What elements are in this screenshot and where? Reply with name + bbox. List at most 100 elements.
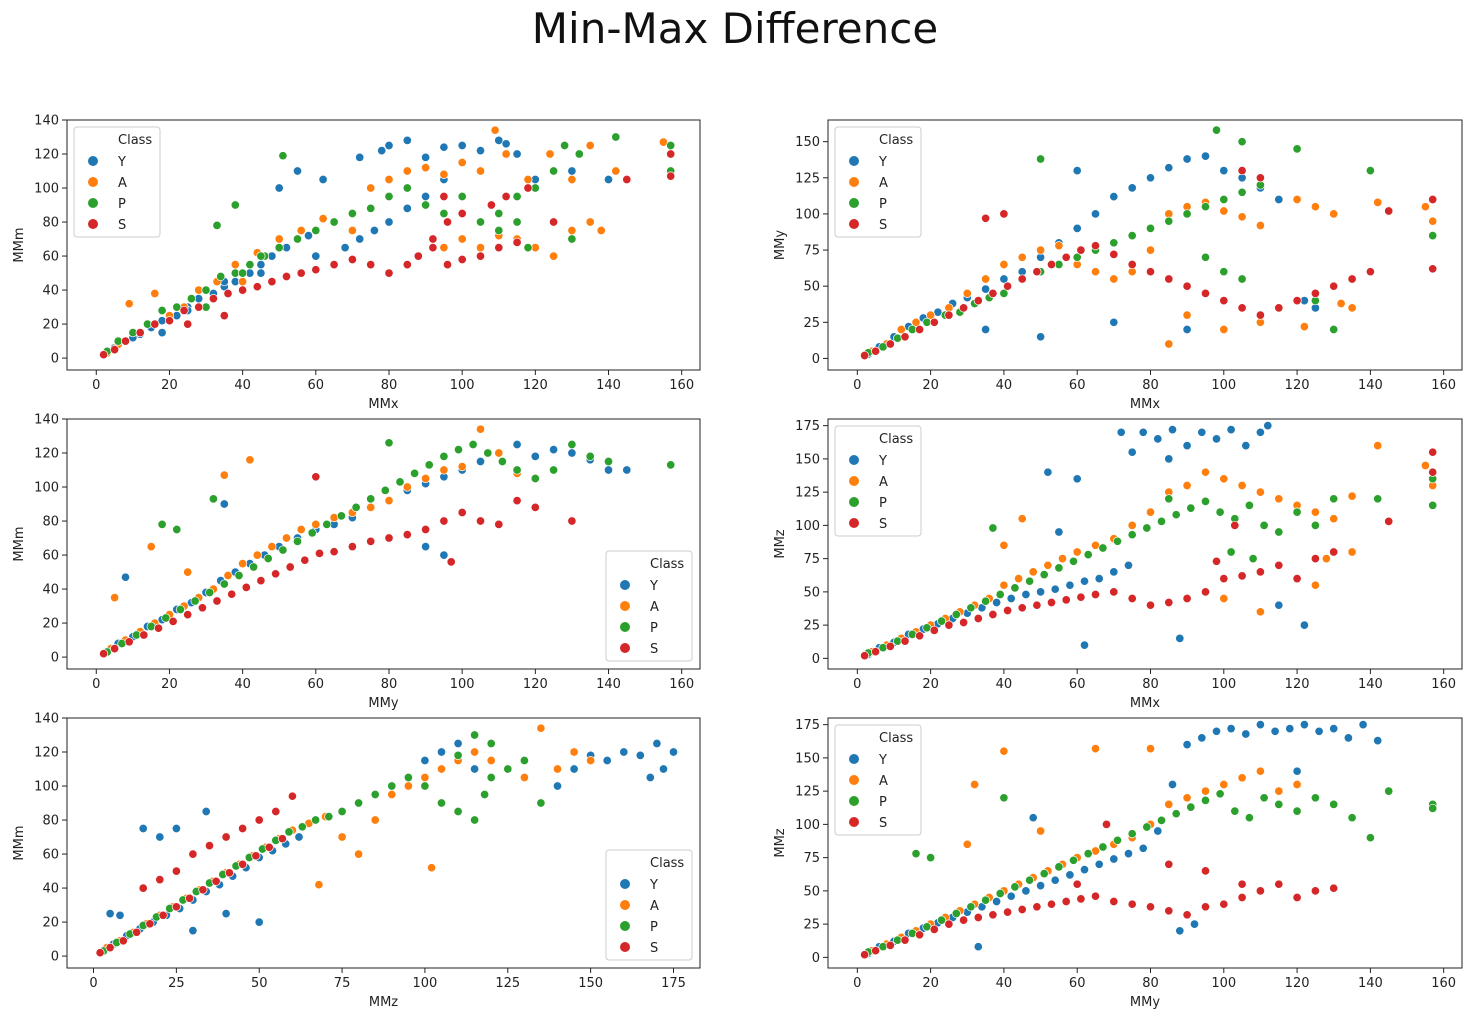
point-Y: [992, 896, 1002, 907]
point-A: [1200, 786, 1211, 796]
point-P: [1054, 862, 1064, 872]
point-S: [329, 260, 339, 270]
point-S: [988, 288, 998, 298]
point-A: [494, 448, 504, 458]
point-Y: [201, 806, 211, 817]
point-Y: [1116, 427, 1126, 437]
point-A: [238, 559, 248, 569]
y-tick-label: 0: [51, 352, 59, 367]
point-P: [470, 815, 480, 825]
point-P: [486, 738, 496, 749]
point-S: [439, 516, 449, 526]
x-tick-label: 140: [596, 378, 621, 393]
subplot-6: 0 20 40 60 80 100 120 140 160 0 25 50 75 100 125 150 175…: [773, 717, 1463, 1010]
point-Y: [1182, 441, 1192, 451]
point-P: [216, 271, 226, 282]
x-tick-label: 80: [1142, 677, 1159, 692]
point-Y: [1050, 875, 1060, 885]
point-A: [490, 125, 500, 135]
point-A: [1164, 339, 1174, 349]
x-tick-label: 100: [413, 976, 438, 991]
point-Y: [622, 465, 632, 475]
point-Y: [1153, 826, 1163, 836]
x-tick-label: 25: [168, 976, 185, 991]
point-Y: [1028, 813, 1038, 823]
point-P: [1200, 252, 1211, 262]
y-axis-label: MMy: [773, 230, 788, 260]
y-tick-label: 120: [34, 746, 59, 761]
point-A: [536, 723, 546, 733]
point-A: [585, 217, 595, 227]
point-S: [1076, 592, 1086, 602]
point-P: [212, 220, 222, 230]
point-Y: [619, 747, 629, 757]
point-Y: [1329, 724, 1339, 734]
point-P: [1219, 267, 1229, 277]
y-tick-label: 75: [803, 552, 820, 567]
point-A: [1036, 826, 1046, 836]
point-P: [1098, 842, 1108, 852]
point-Y: [1036, 881, 1046, 891]
point-P: [311, 815, 321, 825]
point-P: [234, 570, 244, 581]
legend-marker-A: [620, 900, 630, 910]
point-P: [384, 438, 394, 448]
points-group: [860, 125, 1438, 361]
x-tick-label: 50: [251, 976, 268, 991]
point-S: [139, 630, 149, 640]
y-tick-label: 25: [803, 619, 820, 634]
point-A: [387, 789, 397, 800]
point-Y: [436, 747, 447, 757]
x-tick-label: 80: [1142, 976, 1159, 991]
point-S: [155, 875, 165, 885]
point-P: [966, 902, 976, 912]
point-A: [1028, 567, 1038, 577]
point-Y: [402, 135, 412, 145]
point-P: [1156, 815, 1167, 825]
point-S: [314, 548, 325, 558]
point-Y: [355, 152, 365, 162]
point-S: [428, 234, 438, 244]
y-tick-label: 100: [795, 818, 820, 833]
point-P: [666, 460, 676, 470]
point-S: [285, 562, 295, 572]
point-Y: [1211, 434, 1222, 444]
point-P: [1219, 194, 1229, 205]
point-Y: [1036, 587, 1046, 597]
point-A: [896, 324, 906, 335]
point-P: [999, 288, 1009, 298]
point-P: [249, 562, 259, 572]
legend-marker-A: [849, 476, 859, 486]
point-S: [1003, 605, 1013, 616]
point-P: [1068, 556, 1079, 566]
point-A: [384, 174, 394, 185]
point-P: [1010, 882, 1020, 892]
point-A: [421, 163, 431, 173]
point-P: [1025, 875, 1035, 885]
x-tick-label: 160: [1431, 677, 1456, 692]
point-P: [1248, 554, 1258, 564]
point-P: [1072, 252, 1082, 262]
x-tick-label: 120: [523, 378, 548, 393]
point-S: [929, 317, 939, 327]
point-P: [436, 798, 447, 808]
point-Y: [138, 823, 148, 834]
point-A: [1329, 209, 1339, 219]
point-A: [1347, 547, 1357, 557]
point-S: [1076, 894, 1086, 904]
point-Y: [1219, 166, 1229, 176]
point-S: [1237, 879, 1247, 889]
point-Y: [1270, 726, 1280, 736]
point-S: [296, 268, 306, 278]
point-P: [380, 485, 390, 495]
point-P: [1329, 324, 1339, 335]
legend-marker-S: [620, 942, 630, 952]
x-tick-label: 0: [92, 677, 100, 692]
x-tick-label: 100: [1211, 677, 1236, 692]
point-S: [1428, 467, 1438, 477]
point-Y: [470, 764, 480, 774]
legend-label-P: P: [879, 197, 887, 212]
point-Y: [1167, 425, 1178, 435]
point-P: [311, 225, 321, 236]
legend-label-S: S: [879, 816, 887, 831]
